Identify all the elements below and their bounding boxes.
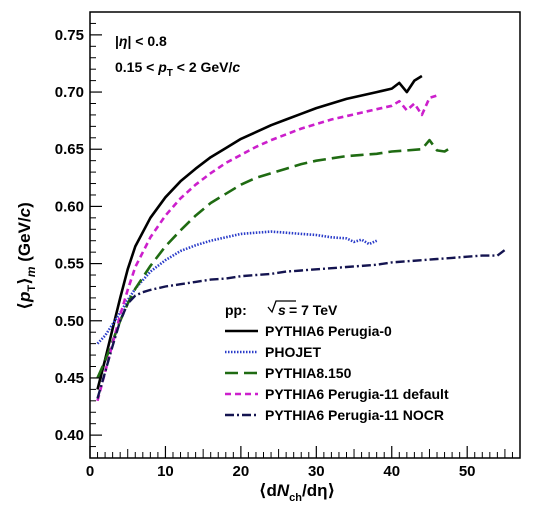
series-line-2 — [96, 138, 453, 379]
legend-label-4: PYTHIA6 Perugia-11 NOCR — [265, 407, 444, 423]
y-tick-label: 0.40 — [55, 427, 84, 444]
x-tick-label: 30 — [308, 463, 325, 480]
legend-label-1: PHOJET — [265, 344, 321, 360]
x-tick-label: 20 — [233, 463, 250, 480]
y-tick-label: 0.55 — [55, 256, 84, 273]
legend: pp: s = 7 TeV PYTHIA6 Perugia-0 PHOJET PYTH… — [225, 300, 449, 423]
y-axis-label: ⟨pT⟩m (GeV/c) — [15, 202, 38, 310]
y-tick-label: 0.45 — [55, 370, 84, 387]
legend-label-2: PYTHIA8.150 — [265, 365, 352, 381]
sqrt-sign — [267, 300, 296, 314]
y-tick-label: 0.50 — [55, 313, 84, 330]
series-line-3 — [96, 94, 438, 402]
x-tick-label: 10 — [157, 463, 174, 480]
x-tick-label: 50 — [459, 463, 476, 480]
x-axis-label: ⟨dNch/dη⟩ — [259, 481, 336, 504]
series-layer — [96, 74, 506, 402]
series-line-0 — [96, 74, 423, 390]
x-tick-label: 40 — [383, 463, 400, 480]
y-tick-label: 0.70 — [55, 84, 84, 101]
plot-frame — [89, 11, 521, 459]
annotation-pt-range: 0.15 < pT < 2 GeV/c — [115, 59, 240, 79]
legend-header-energy: = 7 TeV — [289, 302, 338, 318]
tick-marks — [89, 11, 513, 459]
series-line-1 — [96, 230, 378, 345]
annotations: |η| < 0.8 0.15 < pT < 2 GeV/c — [115, 33, 240, 79]
x-tick-label: 0 — [86, 463, 94, 480]
series-line-4 — [96, 248, 506, 399]
legend-header-var: s — [278, 302, 286, 318]
y-tick-label: 0.75 — [55, 27, 84, 44]
legend-header: pp: — [225, 302, 247, 318]
y-axis-label-text: ⟨pT⟩m (GeV/c) — [15, 202, 38, 310]
tick-labels: 0 10 20 30 40 50 0.40 0.45 0.50 0.55 0.60 0.65 0.70 0… — [55, 27, 476, 480]
y-tick-label: 0.60 — [55, 198, 84, 215]
legend-label-3: PYTHIA6 Perugia-11 default — [265, 386, 449, 402]
y-tick-label: 0.65 — [55, 141, 84, 158]
annotation-eta: |η| < 0.8 — [115, 33, 167, 49]
legend-label-0: PYTHIA6 Perugia-0 — [265, 323, 392, 339]
